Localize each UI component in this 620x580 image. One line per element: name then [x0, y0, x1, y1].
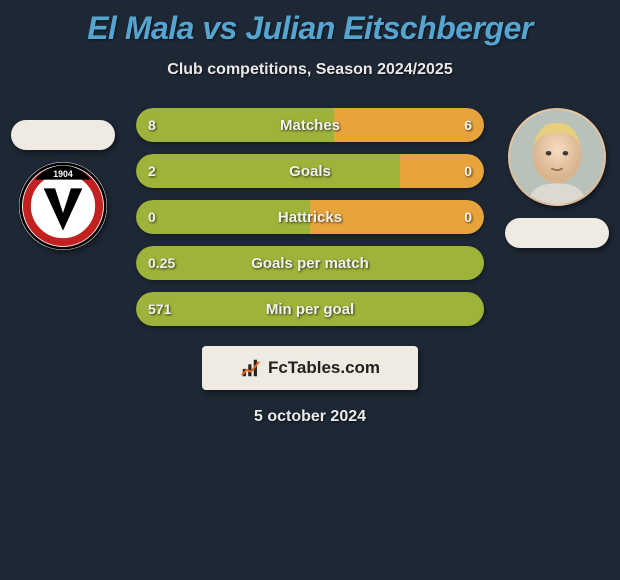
brand-text: FcTables.com: [268, 358, 380, 378]
stat-row: Matches8 6: [136, 108, 484, 142]
stat-label: Hattricks: [136, 200, 484, 234]
stat-row: Goals2 0: [136, 154, 484, 188]
stat-value-left: 571: [148, 292, 171, 326]
stat-value-left: 0: [148, 200, 156, 234]
player-column-left: 1904: [8, 108, 118, 250]
player-photo-icon: [510, 108, 604, 206]
brand-badge[interactable]: FcTables.com: [202, 346, 418, 390]
stat-row: Hattricks0 0: [136, 200, 484, 234]
viktoria-koeln-crest-icon: 1904: [19, 162, 107, 250]
player-avatar-right: [508, 108, 606, 206]
stat-label: Goals: [136, 154, 484, 188]
club-pill-right: [505, 218, 609, 248]
footer-date: 5 october 2024: [254, 408, 366, 426]
stat-row: Goals per match0.25: [136, 246, 484, 280]
stat-value-left: 8: [148, 108, 156, 142]
stat-label: Matches: [136, 108, 484, 142]
stat-value-right: 6: [464, 108, 472, 142]
stats-list: Matches86Goals20Hattricks00Goals per mat…: [136, 108, 484, 326]
stat-row: Min per goal571: [136, 292, 484, 326]
svg-text:1904: 1904: [53, 169, 73, 179]
stat-value-left: 0.25: [148, 246, 175, 280]
club-badge-left: 1904: [19, 162, 107, 250]
stat-label: Min per goal: [136, 292, 484, 326]
page-title: El Mala vs Julian Eitschberger: [0, 0, 620, 47]
bar-chart-icon: [240, 357, 262, 379]
stat-label: Goals per match: [136, 246, 484, 280]
club-pill-left: [11, 120, 115, 150]
stat-value-right: 0: [464, 154, 472, 188]
footer: FcTables.com 5 october 2024: [0, 346, 620, 426]
page-subtitle: Club competitions, Season 2024/2025: [0, 61, 620, 79]
stat-value-left: 2: [148, 154, 156, 188]
stat-value-right: 0: [464, 200, 472, 234]
player-column-right: [502, 108, 612, 248]
